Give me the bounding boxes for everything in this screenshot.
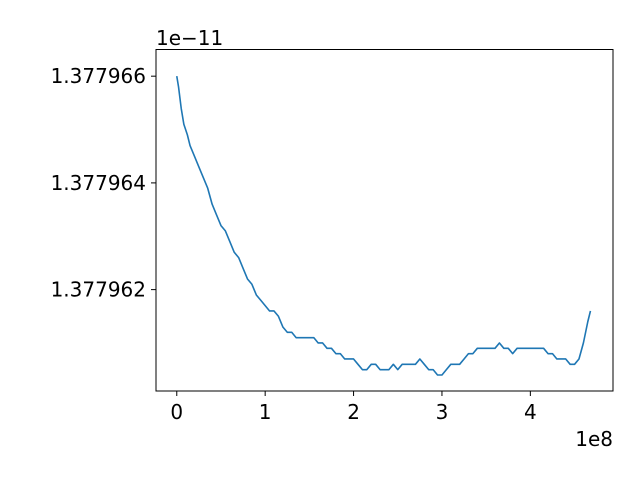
plot-area-frame	[155, 49, 614, 392]
y-axis-offset-label: 1e−11	[156, 26, 223, 50]
x-axis-offset-label: 1e8	[575, 427, 613, 451]
x-tick-label: 4	[524, 400, 537, 424]
y-tick-label: 1.377964	[51, 171, 146, 195]
y-tick-label: 1.377962	[51, 278, 146, 302]
x-tick-label: 2	[347, 400, 360, 424]
x-tick-label: 1	[259, 400, 272, 424]
x-tick-label: 0	[170, 400, 183, 424]
y-axis: 1.377962 1.377964 1.377966	[51, 64, 156, 302]
x-axis: 0 1 2 3 4	[170, 391, 537, 424]
y-tick-label: 1.377966	[51, 64, 146, 88]
series-layer	[175, 76, 592, 376]
series-line-1	[175, 76, 592, 376]
x-tick-label: 3	[436, 400, 449, 424]
